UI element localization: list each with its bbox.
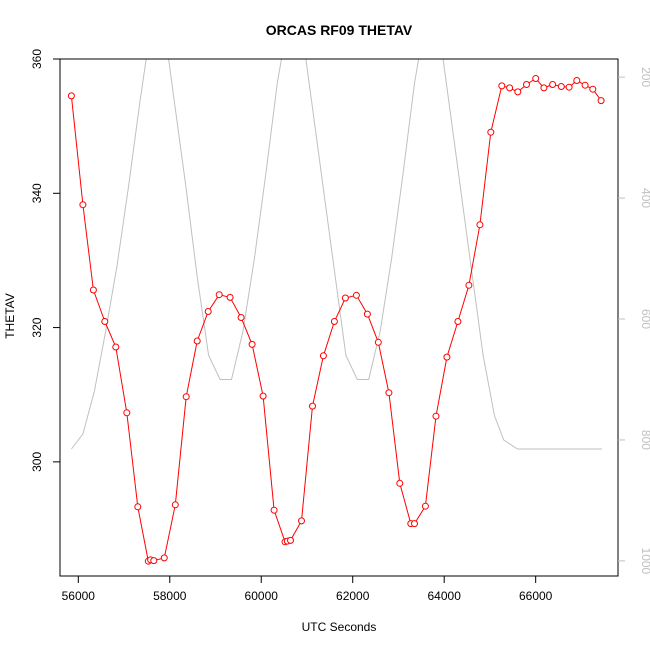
thetav-data-point (67, 92, 75, 100)
thetav-data-point (374, 338, 382, 346)
x-tick-label: 58000 (153, 589, 187, 603)
thetav-data-point (330, 318, 338, 325)
thetav-data-point (573, 77, 581, 84)
thetav-data-point (565, 83, 573, 91)
thetav-data-point (443, 353, 451, 361)
thetav-data-point (150, 557, 158, 565)
thetav-data-point (514, 88, 522, 96)
thetav-data-point (476, 221, 484, 229)
thetav-data-point (341, 294, 349, 302)
thetav-data-point (287, 536, 294, 544)
thetav-data-point (540, 84, 548, 92)
thetav-data-point (523, 81, 530, 88)
plot-frame (59, 58, 619, 577)
y2-tick-label: 200 (639, 67, 650, 87)
y-axis: 300 320 340 360 (30, 49, 60, 472)
thetav-data-point (134, 503, 142, 511)
thetav-data-point (270, 506, 278, 514)
thetav-data-point (549, 81, 557, 88)
thetav-data-point (101, 318, 109, 325)
thetav-data-point (237, 314, 245, 321)
y-tick-label: 360 (30, 49, 44, 69)
y-tick-label: 320 (30, 317, 44, 337)
y-axis-label: THETAV (3, 293, 17, 339)
thetav-data-point (411, 520, 418, 528)
chart-title: ORCAS RF09 THETAV (266, 22, 413, 38)
thetav-data-point (193, 337, 201, 345)
thetav-data-point (506, 84, 514, 92)
thetav-data-point (204, 308, 212, 315)
thetav-data-point (363, 310, 371, 318)
thetav-data-point (385, 389, 393, 397)
thetav-data-point (597, 97, 605, 105)
thetav-data-point (309, 402, 316, 410)
thetav-data-point (298, 517, 305, 525)
y-tick-label: 340 (30, 183, 44, 203)
thetav-data-point (352, 291, 360, 299)
thetav-data-point (89, 286, 97, 294)
thetav-data-point (226, 293, 234, 301)
thetav-data-point (396, 479, 404, 487)
thetav-data-point (259, 392, 267, 400)
y2-tick-label: 400 (639, 188, 650, 208)
thetav-data-point (182, 393, 190, 401)
x-tick-label: 60000 (245, 589, 279, 603)
thetav-data-point (465, 281, 473, 289)
x-axis: 56000 58000 60000 62000 64000 66000 (62, 576, 553, 603)
thetav-data-point (171, 501, 179, 509)
thetav-data-point (123, 409, 131, 417)
y2-axis: 200 400 600 800 1000 (618, 67, 650, 575)
thetav-data-point (79, 201, 87, 209)
thetav-data-point (160, 554, 168, 562)
x-tick-label: 62000 (336, 589, 370, 603)
x-tick-label: 66000 (519, 589, 553, 603)
series-layer (67, 59, 605, 565)
thetav-data-point (581, 81, 589, 89)
thetav-data-point (454, 318, 462, 325)
thetav-data-point (421, 502, 429, 510)
x-axis-label: UTC Seconds (302, 620, 377, 634)
thetav-data-point (432, 412, 440, 420)
thetav-data-point (248, 340, 256, 348)
thetav-data-point (557, 83, 565, 90)
thetav-data-point (498, 82, 506, 90)
y2-tick-label: 1000 (639, 548, 650, 575)
thetav-data-point (319, 352, 327, 360)
thetav-data-point (215, 291, 223, 299)
y2-tick-label: 800 (639, 430, 650, 450)
y-tick-label: 300 (30, 452, 44, 472)
thetav-data-point (589, 85, 597, 93)
pressure-series-line (71, 59, 602, 450)
thetav-data-point (112, 343, 120, 351)
thetav-data-point (487, 128, 495, 136)
y2-tick-label: 600 (639, 309, 650, 329)
x-tick-label: 64000 (428, 589, 462, 603)
thetav-data-point (532, 75, 540, 82)
x-tick-label: 56000 (62, 589, 96, 603)
